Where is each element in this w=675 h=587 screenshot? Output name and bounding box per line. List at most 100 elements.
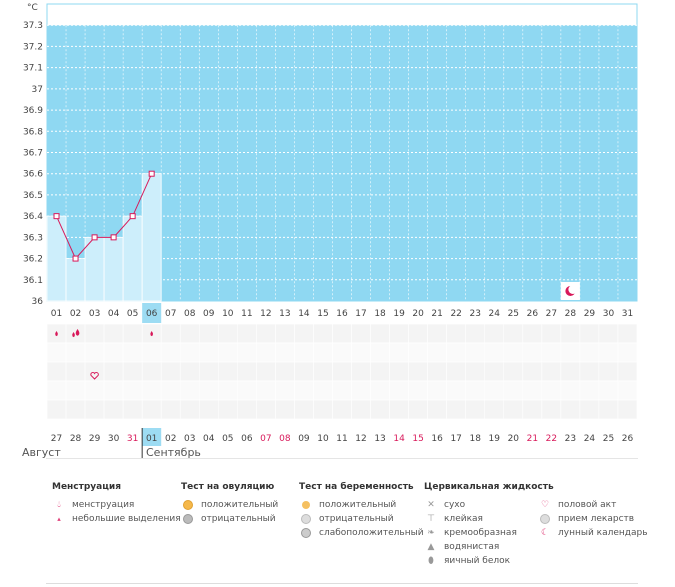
symbol-cell (522, 380, 543, 401)
symbol-cell (65, 361, 86, 382)
x-bottom-tick-label: 26 (622, 434, 634, 444)
symbol-cell (389, 342, 409, 363)
symbol-cell (351, 399, 371, 420)
x-bottom-tick-label: 30 (108, 434, 120, 444)
sticky-icon: ⊤ (427, 514, 435, 524)
symbol-cell (446, 342, 467, 363)
symbol-cell (389, 361, 409, 382)
symbol-cell (46, 361, 67, 382)
x-bottom-tick-label: 18 (469, 434, 481, 444)
symbol-cell (217, 380, 238, 401)
symbol-cell (198, 323, 219, 344)
legend-title: Тест на беременность (299, 482, 414, 492)
symbol-cell (256, 323, 276, 344)
symbol-cell (617, 399, 638, 420)
temperature-chart: 37.3 37.2 37.1 37 36.9 36.8 36.7 36.6 36.5 36.4 36… (23, 3, 638, 458)
temperature-bar (46, 215, 67, 302)
symbol-cell (446, 380, 467, 401)
symbol-cell (389, 380, 409, 401)
symbol-cell (141, 342, 162, 363)
symbol-cell (484, 342, 505, 363)
x-bottom-tick-label: 11 (336, 434, 347, 444)
symbol-cell (275, 399, 295, 420)
temperature-point (72, 255, 79, 262)
symbol-cell (465, 342, 486, 363)
symbol-cell (179, 342, 200, 363)
x-tick-label: 07 (165, 309, 176, 319)
drop-icon: 💧︎ (57, 500, 61, 510)
x-tick-label: 21 (431, 309, 442, 319)
x-tick-label: 04 (108, 309, 120, 319)
y-tick-label: 36.9 (23, 106, 43, 116)
symbol-cell (332, 380, 352, 401)
heart-icon (90, 372, 99, 380)
y-tick-label: 37.1 (23, 64, 43, 74)
small-drop-icon: ▴ (57, 515, 61, 523)
x-bottom-tick-label: 14 (393, 434, 405, 444)
symbol-cell (84, 323, 105, 344)
symbol-cell (237, 323, 257, 344)
symbol-cell (313, 342, 333, 363)
x-bottom-tick-label: 08 (279, 434, 291, 444)
x-tick-label: 05 (127, 309, 138, 319)
creamy-icon: ❧ (427, 528, 435, 538)
x-bottom-tick-label: 21 (527, 434, 538, 444)
y-tick-label: 36 (32, 297, 44, 307)
symbol-cell (503, 361, 524, 382)
weak-pregnancy-icon (299, 526, 313, 540)
x-tick-label: 27 (546, 309, 557, 319)
symbol-cell (484, 323, 505, 344)
x-bottom-tick-label: 04 (203, 434, 215, 444)
x-tick-label: 26 (527, 309, 539, 319)
x-tick-label: 23 (469, 309, 480, 319)
symbol-cell (560, 399, 581, 420)
symbol-cell (46, 380, 67, 401)
legend-item: яичный белок (444, 556, 511, 566)
x-tick-label: 17 (355, 309, 366, 319)
month-label-september: Сентябрь (146, 446, 201, 459)
x-tick-label: 15 (317, 309, 328, 319)
x-tick-label: 18 (374, 309, 386, 319)
symbol-cell (103, 399, 124, 420)
symbol-cell (65, 399, 86, 420)
x-tick-label: 08 (184, 309, 196, 319)
x-tick-label: 29 (584, 309, 596, 319)
y-unit-label: °C (27, 3, 38, 13)
symbol-cell (275, 361, 295, 382)
symbol-cell (579, 361, 600, 382)
x-tick-label: 12 (260, 309, 271, 319)
legend-item: клейкая (444, 514, 483, 524)
symbol-cell (179, 399, 200, 420)
egg-white-icon: ⬮ (428, 556, 434, 566)
symbol-cell (389, 323, 409, 344)
moon-icon: ☾ (540, 528, 550, 538)
symbol-cell (522, 323, 543, 344)
x-tick-label: 22 (450, 309, 461, 319)
symbol-cell (294, 323, 314, 344)
temperature-point (148, 170, 155, 177)
symbol-cell (103, 361, 124, 382)
x-tick-label: 03 (89, 309, 100, 319)
symbol-cell (617, 361, 638, 382)
symbol-cell (617, 323, 638, 344)
x-tick-label: 30 (603, 309, 615, 319)
symbol-cell (122, 342, 143, 363)
symbol-cell (465, 361, 486, 382)
symbol-cell (122, 399, 143, 420)
symbol-cell (541, 342, 562, 363)
symbol-cell (598, 380, 619, 401)
symbol-cell (294, 380, 314, 401)
symbol-cell (103, 380, 124, 401)
symbol-cell (217, 361, 238, 382)
symbol-cell (46, 399, 67, 420)
temperature-point (91, 234, 98, 241)
x-bottom-tick-label: 03 (184, 434, 195, 444)
symbol-cell (617, 342, 638, 363)
y-tick-label: 37 (32, 85, 43, 95)
symbol-cell (617, 380, 638, 401)
symbol-cell (598, 361, 619, 382)
symbol-cell (160, 380, 181, 401)
x-bottom-tick-label: 28 (70, 434, 82, 444)
symbol-cell (408, 342, 428, 363)
symbol-cell (65, 323, 86, 344)
